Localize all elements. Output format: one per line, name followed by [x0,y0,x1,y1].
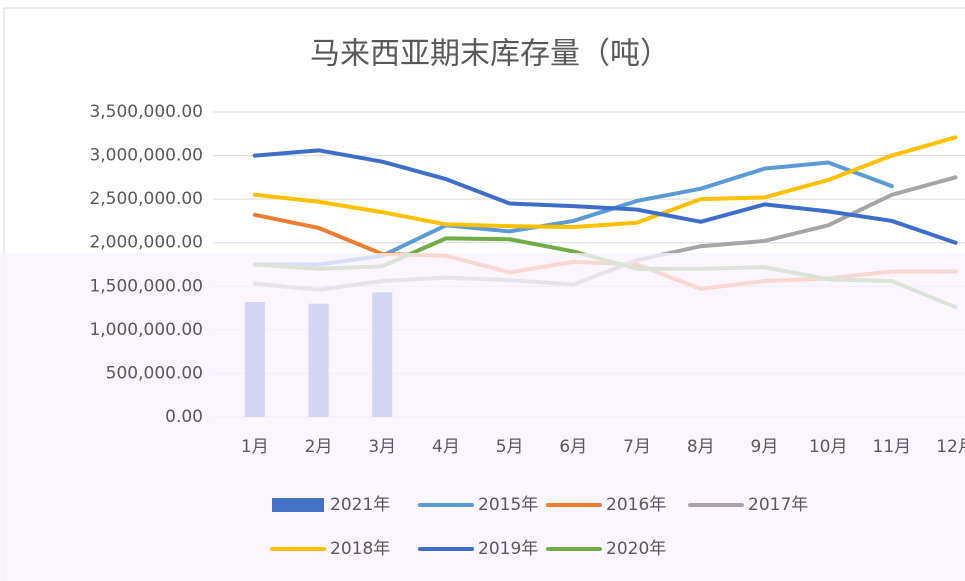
y-tick-label: 1,000,000.00 [89,320,203,340]
y-tick-label: 1,500,000.00 [89,276,203,296]
y-tick-label: 2,500,000.00 [89,189,203,209]
x-tick-label: 6月 [559,437,587,457]
line [252,135,958,230]
legend-label: 2020年 [606,539,666,559]
x-tick-label: 5月 [496,437,524,457]
x-tick-label: 7月 [623,437,651,457]
x-tick-label: 8月 [687,437,715,457]
y-tick-label: 3,500,000.00 [89,102,203,122]
y-tick-label: 500,000.00 [106,363,203,383]
legend-label: 2017年 [748,495,808,515]
x-tick-label: 9月 [751,437,779,457]
y-tick-label: 0.00 [165,407,203,427]
x-tick-label: 4月 [432,437,460,457]
legend-label: 2015年 [478,495,538,515]
y-tick-label: 3,000,000.00 [89,146,203,166]
chart-title: 马来西亚期末库存量（吨） [310,37,670,72]
x-tick-label: 2月 [305,437,333,457]
legend-label: 2016年 [606,495,666,515]
legend-label: 2018年 [330,539,390,559]
y-tick-label: 2,000,000.00 [89,233,203,253]
legend-label: 2021年 [330,495,390,515]
legend-label: 2019年 [478,539,538,559]
x-tick-label: 10月 [809,437,848,457]
overlay [0,253,965,581]
x-tick-label: 3月 [368,437,396,457]
legend-swatch [272,498,324,512]
x-tick-label: 12月 [936,437,965,457]
x-tick-label: 11月 [873,437,912,457]
x-tick-label: 1月 [241,437,269,457]
line [252,148,958,245]
